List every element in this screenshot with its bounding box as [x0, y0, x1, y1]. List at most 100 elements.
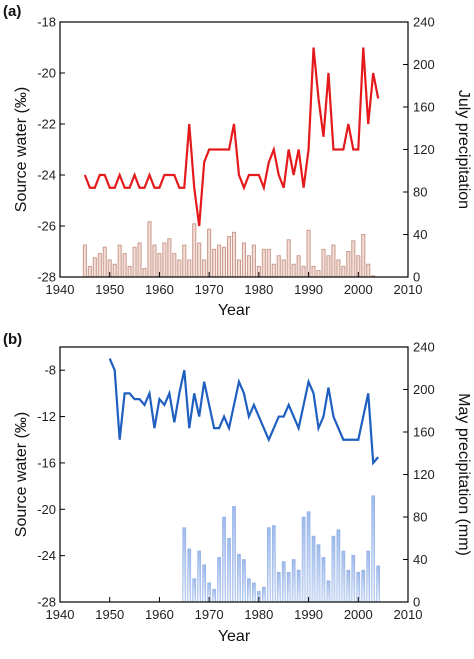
- precip-bar: [162, 242, 167, 278]
- x-tick-label: 1980: [244, 282, 273, 297]
- x-tick-label: 1940: [46, 282, 75, 297]
- precip-bar: [236, 259, 242, 278]
- precip-bar: [87, 265, 92, 278]
- precip-bar: [366, 550, 371, 603]
- precip-bar: [241, 242, 246, 278]
- y-right-tick-label: 160: [413, 100, 435, 115]
- x-tick-label: 1960: [145, 282, 174, 297]
- precip-bar: [271, 525, 276, 603]
- precip-bar: [296, 569, 301, 603]
- precip-bar: [242, 559, 246, 603]
- precip-bar: [301, 265, 306, 278]
- source-water-line: [83, 47, 380, 227]
- x-tick-label: 1990: [294, 607, 323, 622]
- x-tick-label: 1960: [145, 607, 174, 622]
- y-left-tick-label: -12: [37, 409, 56, 424]
- y-right-tick-label: 200: [413, 57, 435, 72]
- precip-bar: [227, 537, 231, 603]
- y-left-tick-label: -24: [37, 548, 56, 563]
- y-right-tick-label: 200: [413, 382, 435, 397]
- precip-bar: [326, 255, 331, 278]
- y-right-axis-label: May precipitation (mm): [455, 393, 472, 556]
- precip-bar: [341, 265, 346, 278]
- precip-bar: [316, 544, 321, 603]
- precip-bar: [202, 564, 207, 603]
- y-left-axis-label: Source water (‰): [13, 412, 30, 537]
- precip-bar: [217, 557, 221, 603]
- y-left-tick-label: -16: [37, 455, 56, 470]
- panel-label: (a): [3, 3, 21, 20]
- precip-bar: [266, 527, 271, 603]
- y-left-tick-label: -26: [37, 219, 56, 234]
- precip-bar: [296, 255, 301, 278]
- y-right-tick-label: 0: [413, 270, 420, 285]
- precip-bar: [207, 228, 212, 278]
- precip-bar: [261, 586, 266, 603]
- precip-bar: [92, 257, 97, 278]
- y-right-tick-label: 40: [413, 552, 427, 567]
- precip-bar: [311, 535, 316, 603]
- precip-bar: [336, 529, 341, 603]
- source-water-line: [108, 358, 380, 466]
- x-tick-label: 1970: [195, 607, 224, 622]
- precip-bar: [252, 582, 256, 603]
- y-left-tick-label: -20: [37, 66, 56, 81]
- precip-bar: [222, 246, 227, 278]
- precip-bar: [222, 516, 226, 603]
- precip-bar: [247, 578, 251, 603]
- x-tick-label: 1950: [95, 607, 124, 622]
- precip-bar: [187, 259, 192, 278]
- precip-bar: [182, 527, 187, 603]
- precip-bar: [197, 550, 202, 603]
- precip-bar: [286, 571, 291, 603]
- precip-bar: [246, 255, 251, 278]
- precip-bar: [346, 569, 351, 603]
- y-left-tick-label: -20: [37, 502, 56, 517]
- x-tick-label: 2000: [344, 607, 373, 622]
- precip-bar: [152, 244, 157, 278]
- precip-bar: [351, 240, 356, 278]
- y-right-tick-label: 240: [413, 15, 435, 30]
- y-right-tick-label: 40: [413, 227, 427, 242]
- precip-bar: [112, 263, 117, 278]
- y-right-tick-label: 160: [413, 425, 435, 440]
- precip-bar: [212, 588, 216, 603]
- panel-b: 1940 1950 1960 1970 1980 1990 2000 2010-28-24-2…: [3, 331, 472, 645]
- x-tick-label: 1940: [46, 607, 75, 622]
- y-right-tick-label: 120: [413, 467, 435, 482]
- x-tick-label: 1950: [95, 282, 124, 297]
- x-tick-label: 2000: [344, 282, 373, 297]
- precip-bar: [137, 242, 142, 278]
- precip-bar: [251, 244, 256, 278]
- x-axis-label: Year: [218, 302, 251, 319]
- precip-bar: [226, 236, 232, 278]
- precip-bar: [321, 557, 326, 603]
- x-tick-label: 1990: [294, 282, 323, 297]
- precip-bar: [202, 259, 207, 278]
- panel-label: (b): [3, 331, 22, 348]
- x-tick-label: 2010: [394, 607, 423, 622]
- precip-bar: [192, 223, 197, 278]
- precip-bar: [306, 511, 311, 603]
- precip-bar: [371, 495, 376, 603]
- y-right-tick-label: 80: [413, 510, 427, 525]
- precip-bar: [336, 259, 341, 278]
- y-right-tick-label: 240: [413, 340, 435, 355]
- y-left-tick-label: -8: [44, 363, 56, 378]
- precip-bar: [331, 244, 336, 278]
- y-left-tick-label: -28: [37, 270, 56, 285]
- precip-bar: [192, 578, 197, 603]
- precip-bar: [147, 221, 152, 278]
- precip-bar: [187, 548, 192, 603]
- y-right-tick-label: 80: [413, 185, 427, 200]
- x-tick-label: 2010: [394, 282, 423, 297]
- precip-bar: [177, 259, 182, 278]
- precip-bar: [122, 253, 127, 278]
- y-left-tick-label: -18: [37, 15, 56, 30]
- precip-bar: [102, 246, 107, 278]
- precip-bar: [276, 571, 281, 603]
- precip-bar: [266, 248, 271, 278]
- precip-bar: [232, 506, 236, 603]
